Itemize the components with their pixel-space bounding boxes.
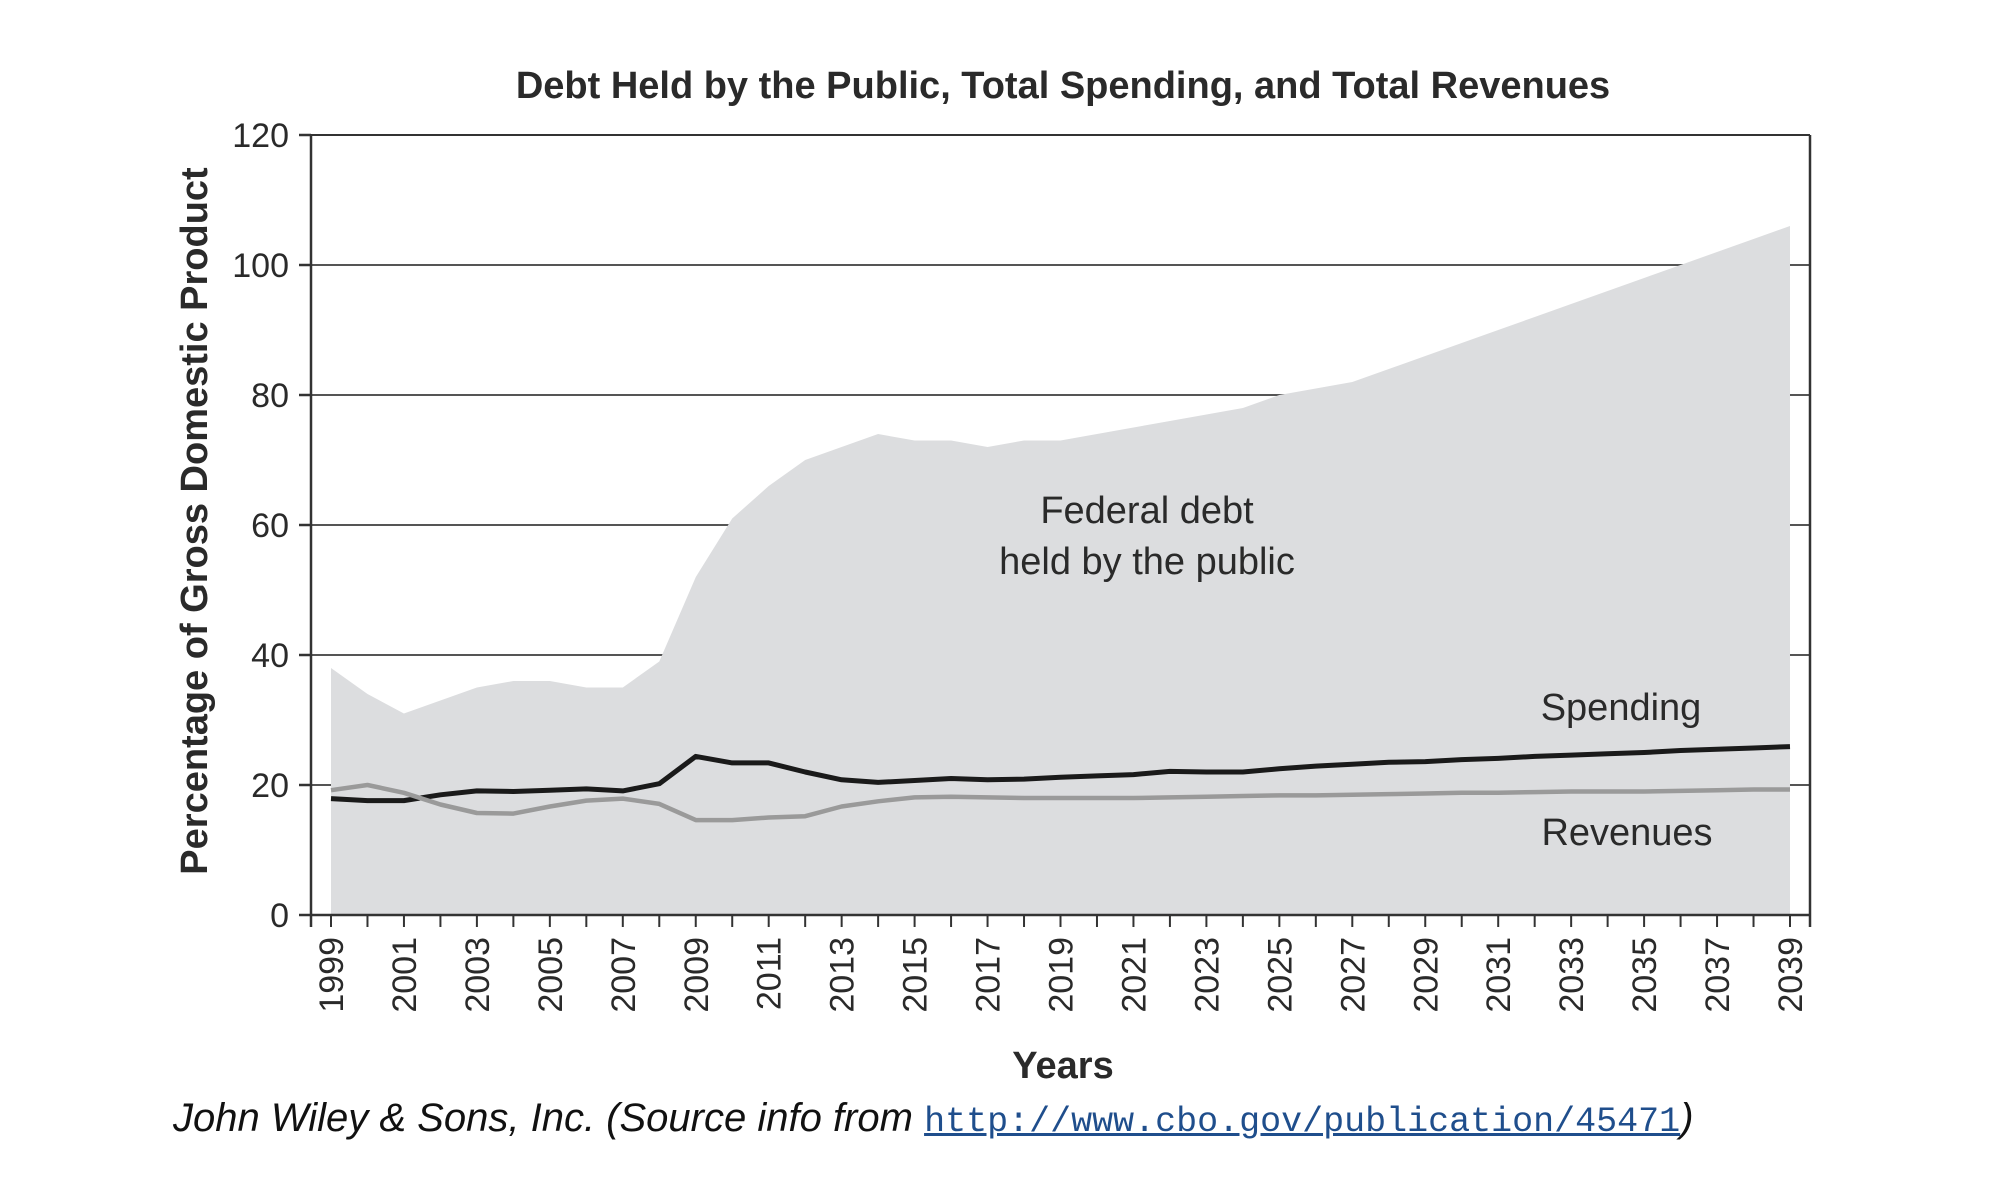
spending-line — [330, 744, 1791, 804]
credit-text-suffix: ) — [1680, 1096, 1694, 1140]
y-axis-label: Percentage of Gross Domestic Product — [174, 167, 216, 875]
series-line-layer — [330, 744, 1791, 823]
x-tick-label-2003: 2003 — [459, 937, 497, 1013]
x-tick-label-2001: 2001 — [386, 937, 424, 1013]
credit-text-prefix: John Wiley & Sons, Inc. (Source info fro… — [173, 1096, 925, 1140]
debt-annotation-line-1: Federal debt — [1040, 490, 1254, 532]
annotations: Federal debt held by the public Spending… — [999, 490, 1712, 854]
revenues-line — [330, 782, 1790, 823]
x-tick-label-2005: 2005 — [532, 937, 570, 1013]
x-tick-labels: 1999 2001 2003 2005 2007 2009 2011 2013 2015 2017… — [313, 937, 1810, 1013]
debt-area-layer — [331, 226, 1790, 915]
x-tick-label-2015: 2015 — [897, 937, 935, 1013]
y-tick-label-120: 120 — [232, 117, 289, 155]
y-tick-label-40: 40 — [251, 637, 289, 675]
x-tick-label-1999: 1999 — [313, 937, 351, 1013]
x-tick-label-2027: 2027 — [1334, 937, 1372, 1013]
axes — [299, 133, 1812, 927]
x-tick-label-2033: 2033 — [1553, 937, 1591, 1013]
debt-area — [331, 226, 1790, 915]
x-tick-label-2011: 2011 — [751, 937, 789, 1010]
x-tick-label-2025: 2025 — [1261, 937, 1299, 1013]
x-tick-label-2019: 2019 — [1043, 937, 1081, 1013]
y-tick-label-60: 60 — [251, 507, 289, 545]
source-credit: John Wiley & Sons, Inc. (Source info fro… — [173, 1096, 1694, 1142]
y-tick-label-20: 20 — [251, 767, 289, 805]
x-tick-label-2021: 2021 — [1116, 937, 1154, 1013]
y-tick-label-0: 0 — [270, 897, 289, 935]
revenues-annotation: Revenues — [1541, 812, 1712, 854]
x-tick-label-2023: 2023 — [1188, 937, 1226, 1013]
x-tick-label-2013: 2013 — [824, 937, 862, 1013]
x-tick-label-2035: 2035 — [1626, 937, 1664, 1013]
y-tick-labels: 0 20 40 60 80 100 120 — [232, 117, 289, 935]
debt-annotation-line-2: held by the public — [999, 541, 1295, 583]
source-link[interactable]: http://www.cbo.gov/publication/45471 — [924, 1102, 1681, 1142]
x-tick-label-2031: 2031 — [1480, 937, 1518, 1013]
chart-title: Debt Held by the Public, Total Spending,… — [516, 65, 1610, 107]
x-tick-label-2037: 2037 — [1699, 937, 1737, 1013]
x-tick-label-2039: 2039 — [1772, 937, 1810, 1013]
x-tick-label-2009: 2009 — [678, 937, 716, 1013]
x-tick-label-2029: 2029 — [1407, 937, 1445, 1013]
spending-annotation: Spending — [1541, 687, 1702, 729]
y-tick-label-80: 80 — [251, 377, 289, 415]
x-tick-label-2017: 2017 — [970, 937, 1008, 1013]
x-tick-label-2007: 2007 — [605, 937, 643, 1013]
x-axis-label: Years — [1012, 1045, 1113, 1087]
y-tick-label-100: 100 — [232, 247, 289, 285]
